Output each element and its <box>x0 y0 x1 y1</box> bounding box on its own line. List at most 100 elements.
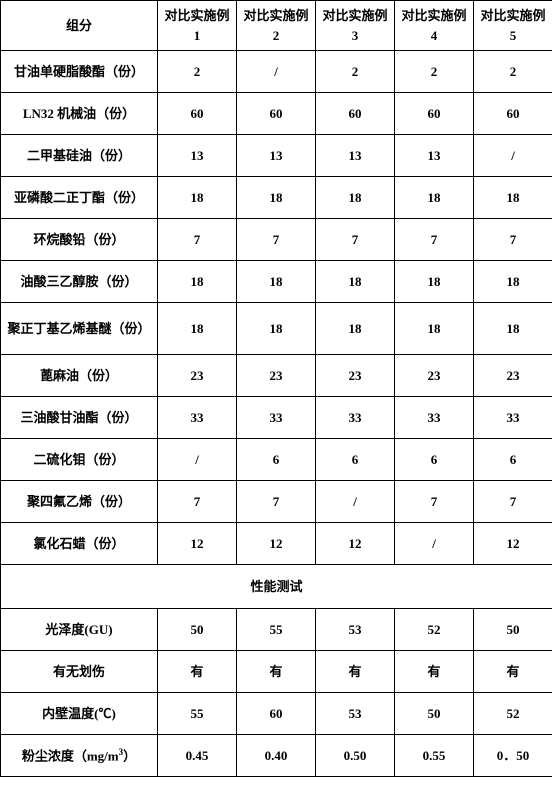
header-col-4: 对比实施例4 <box>395 1 474 51</box>
table-cell: 23 <box>316 355 395 397</box>
table-cell: 60 <box>316 93 395 135</box>
table-cell: 12 <box>237 523 316 565</box>
table-cell: / <box>316 481 395 523</box>
table-cell: / <box>395 523 474 565</box>
table-cell: 12 <box>316 523 395 565</box>
table-cell: 55 <box>158 693 237 735</box>
table-cell: 6 <box>316 439 395 481</box>
table-cell: 52 <box>474 693 552 735</box>
table-cell: 33 <box>474 397 552 439</box>
table-cell: 60 <box>395 93 474 135</box>
table-cell: 2 <box>316 51 395 93</box>
row-label: 氯化石蜡（份） <box>1 523 158 565</box>
table-cell: 60 <box>474 93 552 135</box>
row-label: 环烷酸铅（份） <box>1 219 158 261</box>
table-cell: 2 <box>474 51 552 93</box>
table-cell: 52 <box>395 609 474 651</box>
table-cell: 6 <box>395 439 474 481</box>
table-cell: 33 <box>316 397 395 439</box>
table-cell: 33 <box>395 397 474 439</box>
table-cell: 18 <box>316 177 395 219</box>
data-table: 组分对比实施例1对比实施例2对比实施例3对比实施例4对比实施例5 甘油单硬脂酸酯（… <box>0 0 552 777</box>
table-cell: 33 <box>237 397 316 439</box>
table-cell: 7 <box>158 219 237 261</box>
table-cell: 50 <box>395 693 474 735</box>
table-cell: 有 <box>237 651 316 693</box>
table-cell: 23 <box>395 355 474 397</box>
table-cell: 12 <box>474 523 552 565</box>
table-cell: 0.55 <box>395 735 474 777</box>
table-cell: 18 <box>237 261 316 303</box>
dust-row-label: 粉尘浓度（mg/m3） <box>1 735 158 777</box>
table-cell: 18 <box>395 177 474 219</box>
row-label: 聚正丁基乙烯基醚（份） <box>1 303 158 355</box>
table-cell: 18 <box>474 177 552 219</box>
table-cell: 0.40 <box>237 735 316 777</box>
table-cell: 7 <box>316 219 395 261</box>
table-cell: 55 <box>237 609 316 651</box>
table-cell: 18 <box>316 261 395 303</box>
table-cell: 有 <box>395 651 474 693</box>
table-cell: 13 <box>158 135 237 177</box>
header-col-3: 对比实施例3 <box>316 1 395 51</box>
table-cell: 6 <box>474 439 552 481</box>
performance-header: 性能测试 <box>1 565 552 609</box>
table-cell: 7 <box>395 481 474 523</box>
header-col-1: 对比实施例1 <box>158 1 237 51</box>
table-cell: 7 <box>474 481 552 523</box>
table-cell: 23 <box>158 355 237 397</box>
table-cell: 7 <box>158 481 237 523</box>
table-cell: 18 <box>474 303 552 355</box>
row-label: 蓖麻油（份） <box>1 355 158 397</box>
header-label: 组分 <box>1 1 158 51</box>
table-cell: 0.45 <box>158 735 237 777</box>
table-cell: / <box>237 51 316 93</box>
table-cell: 60 <box>158 93 237 135</box>
table-cell: 13 <box>237 135 316 177</box>
table-cell: 0.50 <box>316 735 395 777</box>
row-label: 三油酸甘油酯（份） <box>1 397 158 439</box>
perf-row-label: 光泽度(GU) <box>1 609 158 651</box>
table-cell: 23 <box>474 355 552 397</box>
table-cell: 53 <box>316 693 395 735</box>
table-cell: 18 <box>316 303 395 355</box>
table-cell: 50 <box>158 609 237 651</box>
perf-row-label: 有无划伤 <box>1 651 158 693</box>
table-cell: 18 <box>474 261 552 303</box>
row-label: 亚磷酸二正丁酯（份） <box>1 177 158 219</box>
table-cell: 7 <box>237 219 316 261</box>
row-label: 聚四氟乙烯（份） <box>1 481 158 523</box>
header-col-5: 对比实施例5 <box>474 1 552 51</box>
table-cell: 13 <box>395 135 474 177</box>
table-cell: 0．50 <box>474 735 552 777</box>
table-cell: 18 <box>158 177 237 219</box>
table-cell: 2 <box>395 51 474 93</box>
row-label: LN32 机械油（份） <box>1 93 158 135</box>
table-cell: 18 <box>237 303 316 355</box>
table-cell: 7 <box>237 481 316 523</box>
table-cell: 有 <box>158 651 237 693</box>
table-cell: 12 <box>158 523 237 565</box>
table-cell: 18 <box>158 303 237 355</box>
table-cell: 18 <box>158 261 237 303</box>
table-cell: 7 <box>474 219 552 261</box>
table-cell: / <box>158 439 237 481</box>
row-label: 二硫化钼（份） <box>1 439 158 481</box>
table-cell: 18 <box>395 303 474 355</box>
perf-row-label: 内壁温度(℃) <box>1 693 158 735</box>
table-cell: 13 <box>316 135 395 177</box>
table-cell: 7 <box>395 219 474 261</box>
table-cell: 50 <box>474 609 552 651</box>
header-col-2: 对比实施例2 <box>237 1 316 51</box>
row-label: 油酸三乙醇胺（份） <box>1 261 158 303</box>
table-cell: 53 <box>316 609 395 651</box>
table-cell: 33 <box>158 397 237 439</box>
table-cell: 2 <box>158 51 237 93</box>
table-cell: / <box>474 135 552 177</box>
table-cell: 有 <box>316 651 395 693</box>
table-cell: 60 <box>237 693 316 735</box>
row-label: 甘油单硬脂酸酯（份） <box>1 51 158 93</box>
table-cell: 有 <box>474 651 552 693</box>
table-cell: 6 <box>237 439 316 481</box>
table-cell: 23 <box>237 355 316 397</box>
